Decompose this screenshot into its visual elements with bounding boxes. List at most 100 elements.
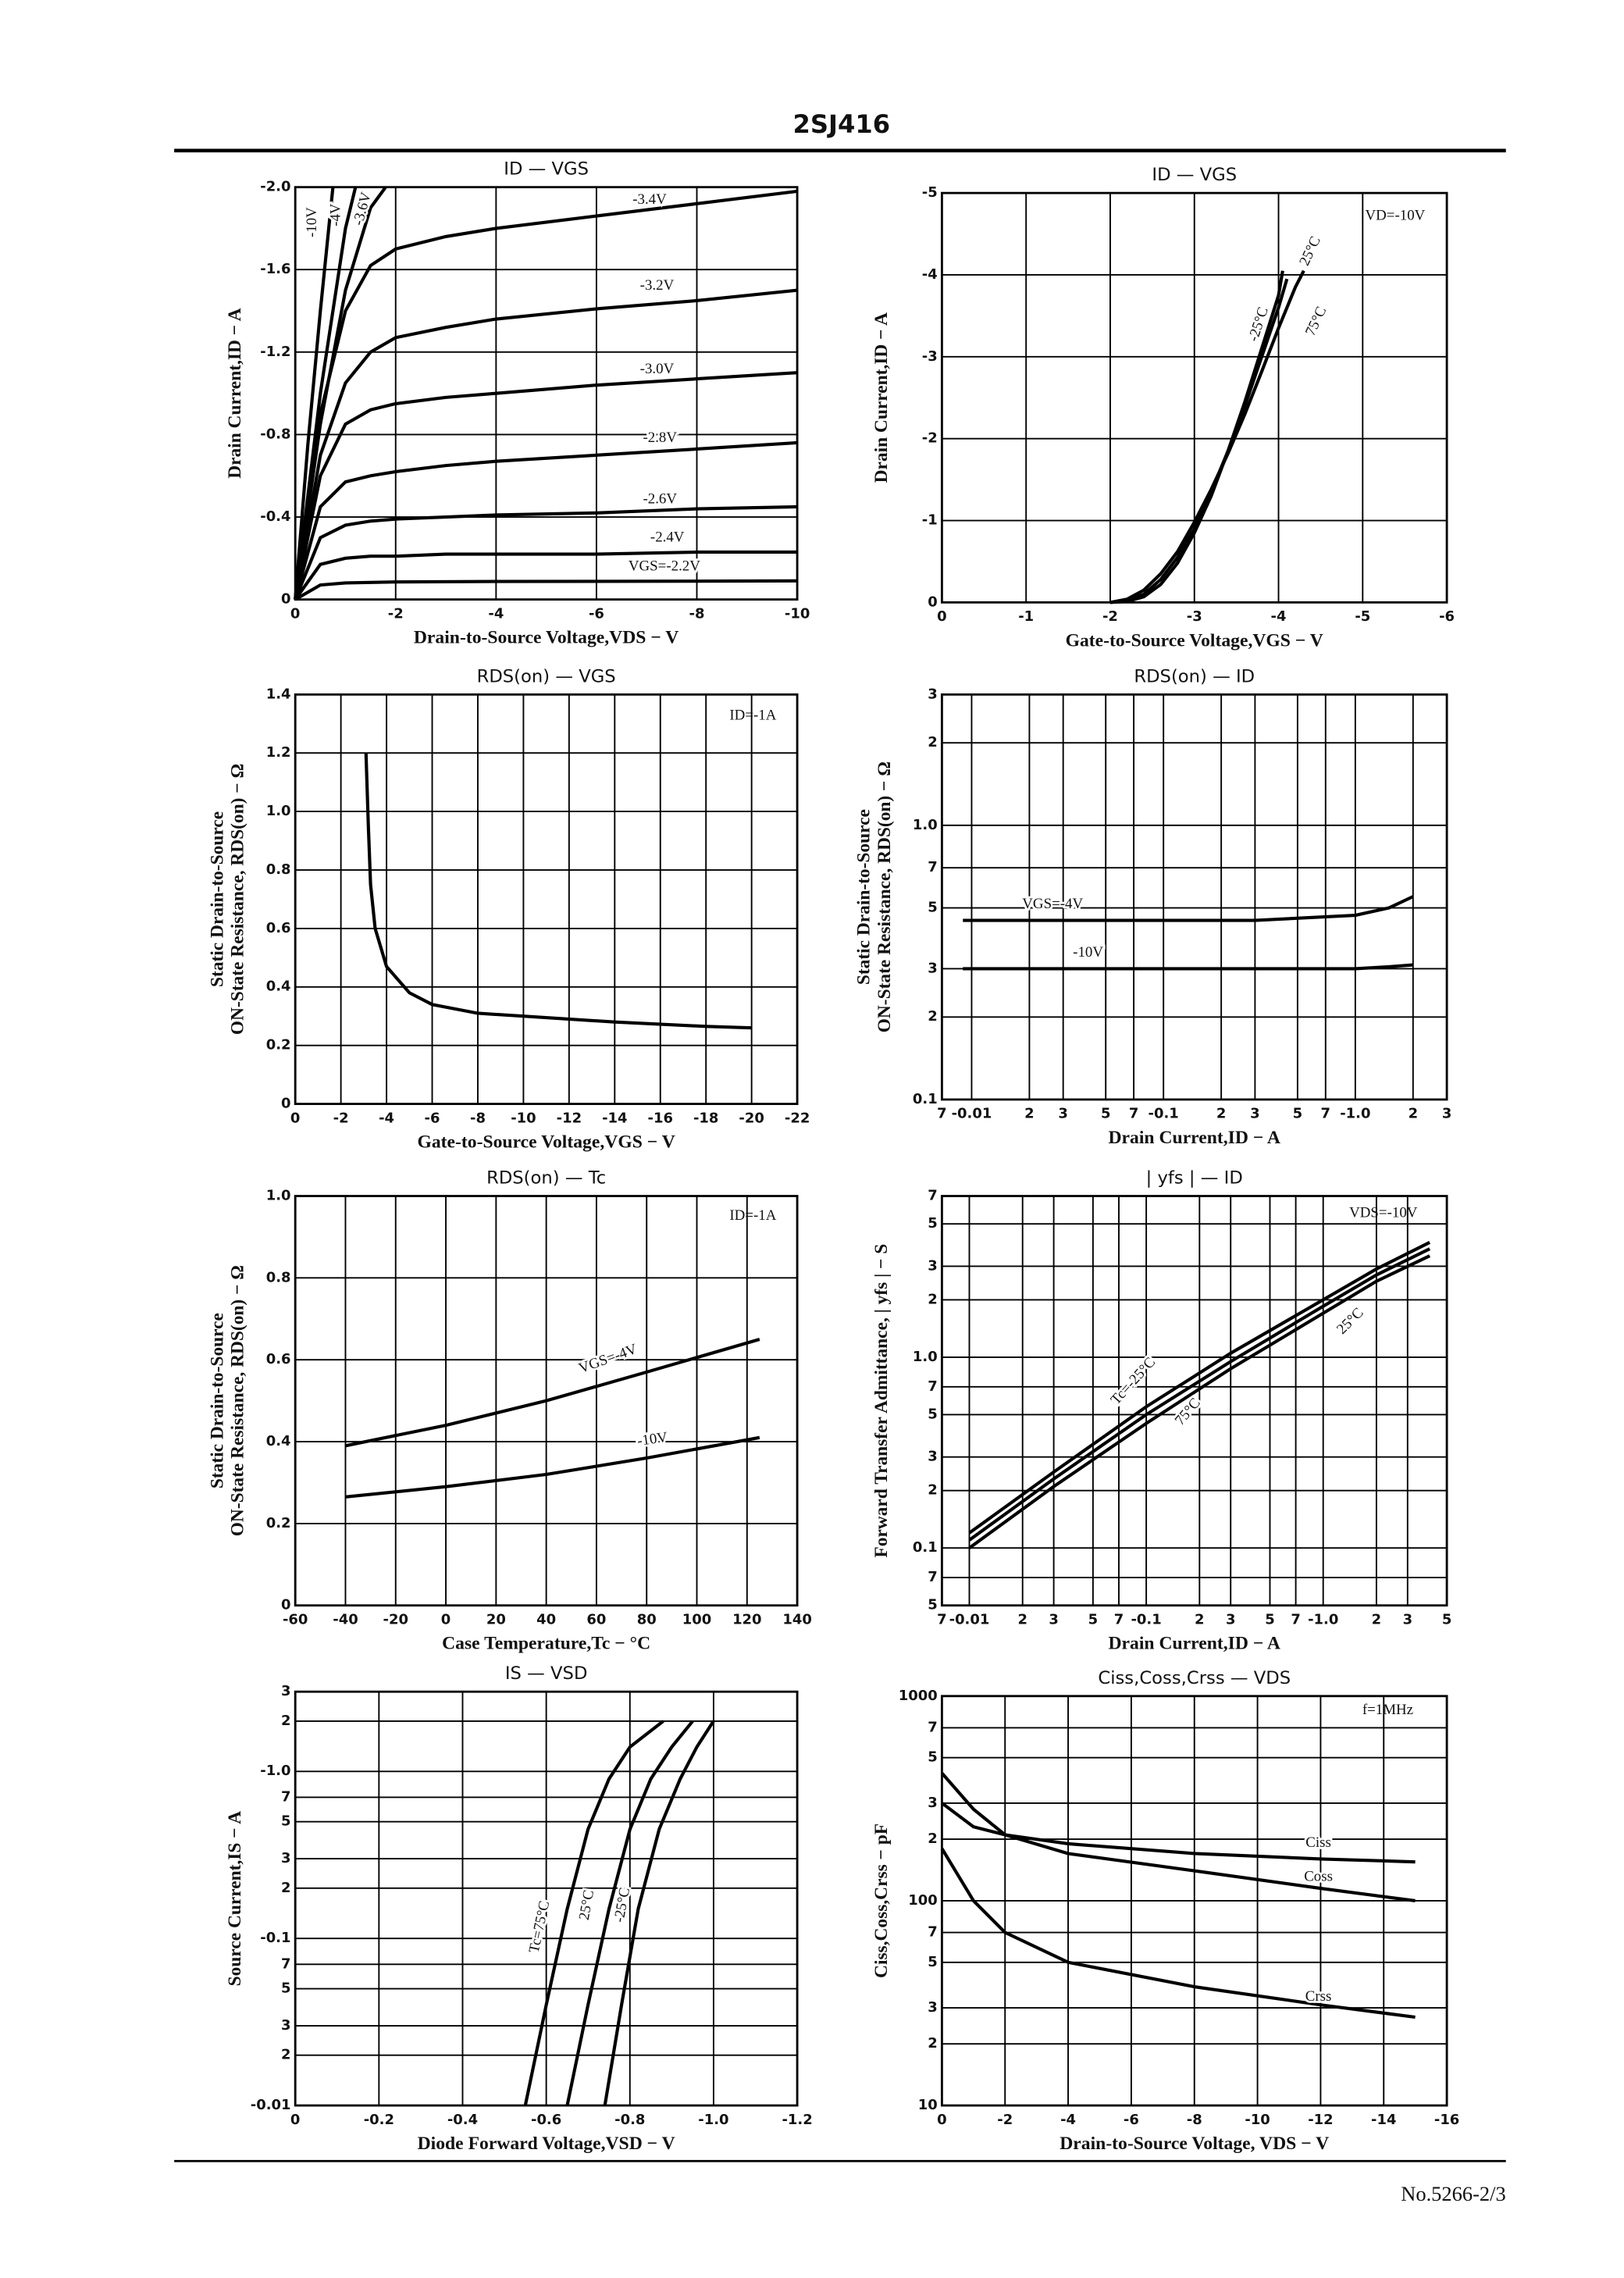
- y-tick-label: 7: [928, 1188, 937, 1204]
- x-tick-label: 60: [586, 1612, 606, 1628]
- y-tick-label: 3: [928, 1257, 937, 1274]
- x-axis-label: Drain Current,ID − A: [1109, 1634, 1280, 1654]
- x-tick-label: 0: [937, 608, 946, 625]
- y-tick-label: 3: [928, 686, 937, 702]
- y-tick-label: -1: [922, 512, 938, 529]
- y-axis-label: ON-State Resistance, RDS(on) − Ω: [874, 761, 895, 1032]
- series-label: -2.4V: [650, 529, 685, 545]
- x-tick-label: -1.0: [1340, 1106, 1370, 1122]
- y-axis-label: ON-State Resistance, RDS(on) − Ω: [228, 1265, 248, 1536]
- y-tick-label: 0.2: [266, 1037, 291, 1053]
- y-tick-label: 0.2: [266, 1515, 291, 1531]
- chart-title: ID — VGS: [504, 159, 589, 180]
- x-axis-label: Drain-to-Source Voltage,VDS − V: [414, 628, 679, 648]
- y-tick-label: 0.6: [266, 1351, 291, 1367]
- y-tick-label: 3: [281, 1683, 290, 1699]
- y-tick-label: 1.0: [913, 1349, 938, 1365]
- series-line: [940, 1772, 1416, 1902]
- series-line: [294, 550, 798, 601]
- y-tick-label: 5: [928, 1749, 937, 1766]
- y-axis-label: Ciss,Coss,Crss − pF: [871, 1823, 892, 1978]
- x-tick-label: 100: [682, 1612, 711, 1628]
- y-tick-label: 1000: [899, 1688, 938, 1704]
- series-line: [364, 753, 752, 1030]
- y-tick-label: 3: [281, 2017, 290, 2034]
- y-tick-label: 0.1: [913, 1539, 938, 1556]
- x-tick-label: 3: [1403, 1612, 1412, 1628]
- y-tick-label: 3: [281, 1850, 290, 1866]
- chart-title: IS — VSD: [505, 1663, 588, 1684]
- y-tick-label: 5: [281, 1813, 290, 1830]
- x-tick-label: 0: [290, 1110, 300, 1126]
- y-tick-label: 0: [281, 591, 290, 608]
- x-tick-label: -0.8: [614, 2112, 645, 2128]
- x-tick-label: -4: [379, 1110, 394, 1126]
- series-line: [968, 1247, 1431, 1542]
- x-tick-label: -20: [739, 1110, 764, 1126]
- x-tick-label: 3: [1442, 1106, 1451, 1122]
- x-tick-label: 7: [1114, 1612, 1124, 1628]
- y-tick-label: 7: [928, 1719, 937, 1735]
- x-tick-label: -22: [785, 1110, 810, 1126]
- series-line: [1109, 269, 1305, 604]
- y-tick-label: 0.6: [266, 920, 291, 936]
- series-label: -3.0V: [640, 361, 675, 377]
- y-tick-label: -2.0: [260, 179, 290, 195]
- x-tick-label: -4: [1271, 608, 1287, 625]
- x-tick-label: -2: [333, 1110, 349, 1126]
- y-tick-label: 5: [281, 1980, 290, 1997]
- y-tick-label: 7: [928, 1569, 937, 1585]
- series-line: [345, 1435, 760, 1499]
- y-tick-label: -1.0: [260, 1763, 290, 1779]
- x-tick-label: 0: [937, 2112, 946, 2128]
- x-tick-label: -2: [997, 2112, 1013, 2128]
- x-axis-label: Gate-to-Source Voltage,VGS − V: [1066, 630, 1323, 651]
- x-tick-label: -0.4: [447, 2112, 478, 2128]
- y-tick-label: -0.01: [251, 2097, 291, 2113]
- y-tick-label: 5: [928, 1406, 937, 1423]
- x-tick-label: -18: [693, 1110, 718, 1126]
- series-line: [565, 1720, 694, 2106]
- series-line: [963, 895, 1414, 922]
- x-tick-label: 120: [732, 1612, 761, 1628]
- x-tick-label: -8: [1187, 2112, 1202, 2128]
- y-tick-label: 0.8: [266, 1269, 291, 1285]
- annotation: f=1MHz: [1362, 1702, 1413, 1718]
- series-line: [1109, 278, 1289, 604]
- x-tick-label: -6: [425, 1110, 440, 1126]
- series-label: -2.6V: [643, 491, 677, 508]
- annotation: ID=-1A: [729, 1207, 776, 1224]
- series-line: [940, 1848, 1416, 2020]
- series-line: [294, 189, 798, 600]
- y-tick-label: 0.4: [266, 979, 291, 995]
- chart-title: ID — VGS: [1152, 165, 1237, 185]
- x-tick-label: 7: [937, 1612, 946, 1628]
- x-tick-label: -6: [1439, 608, 1455, 625]
- x-tick-label: -2: [388, 605, 404, 622]
- y-tick-label: -0.1: [260, 1930, 290, 1946]
- y-tick-label: -4: [922, 266, 938, 283]
- series-label: Ciss: [1305, 1834, 1331, 1851]
- x-tick-label: 2: [1017, 1612, 1027, 1628]
- x-tick-label: 5: [1265, 1612, 1274, 1628]
- y-tick-label: 100: [908, 1892, 937, 1909]
- chart-title: | yfs | — ID: [1146, 1168, 1243, 1189]
- x-axis-label: Gate-to-Source Voltage,VGS − V: [417, 1132, 675, 1153]
- x-tick-label: -16: [1434, 2112, 1459, 2128]
- series-line: [294, 371, 798, 601]
- x-tick-label: -0.1: [1149, 1106, 1179, 1122]
- x-tick-label: -4: [488, 605, 504, 622]
- y-tick-label: -3: [922, 348, 938, 365]
- x-tick-label: -16: [648, 1110, 673, 1126]
- y-tick-label: 1.2: [266, 744, 291, 761]
- page-title: 2SJ416: [793, 109, 891, 139]
- x-tick-label: -6: [1124, 2112, 1139, 2128]
- x-tick-label: -1.0: [1308, 1612, 1338, 1628]
- series-line: [1109, 270, 1284, 604]
- x-tick-label: 80: [637, 1612, 657, 1628]
- y-tick-label: 3: [928, 1795, 937, 1811]
- y-tick-label: 2: [928, 1291, 937, 1307]
- y-axis-label: ON-State Resistance, RDS(on) − Ω: [228, 764, 248, 1035]
- x-tick-label: -12: [1308, 2112, 1333, 2128]
